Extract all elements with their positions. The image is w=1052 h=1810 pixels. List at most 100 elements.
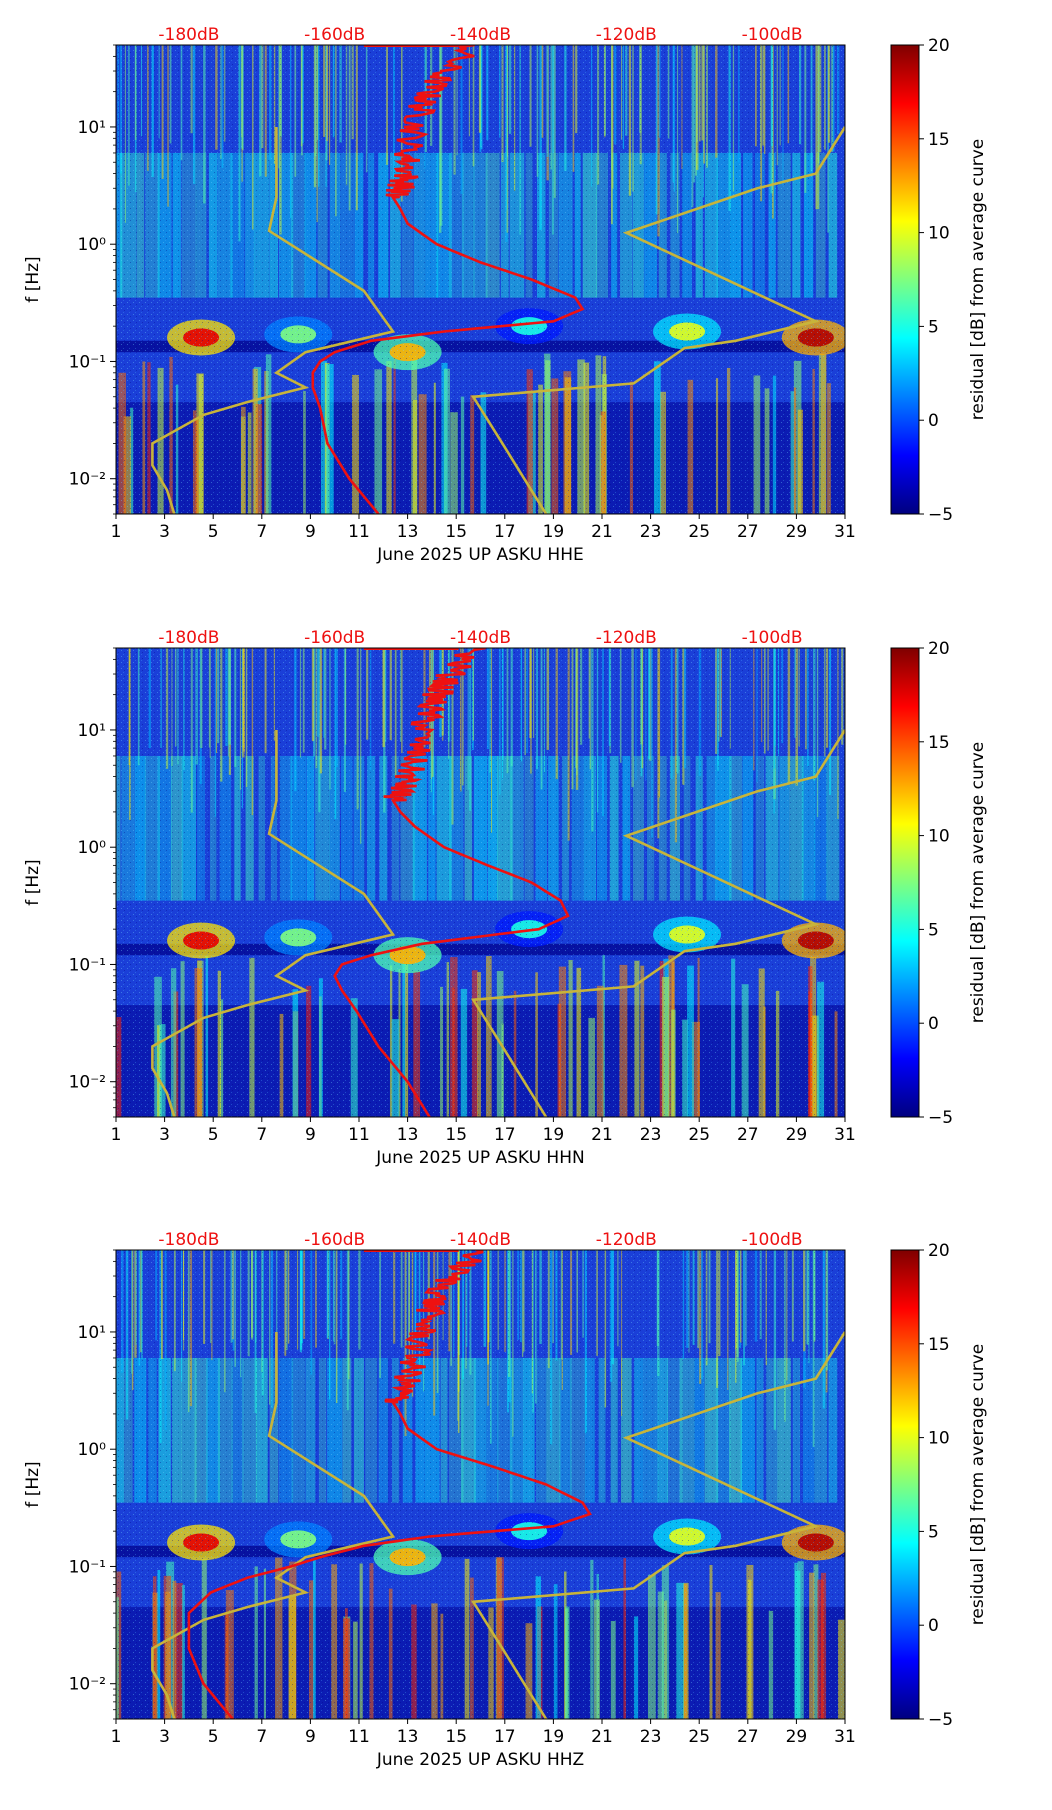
spectrogram-heatmap	[116, 1250, 845, 1719]
speckle-overlay	[116, 1250, 845, 1719]
colorbar-tick-label: 10	[928, 224, 950, 244]
x-tick-label: 29	[786, 1727, 808, 1747]
db-top-label: -180dB	[158, 628, 219, 648]
x-tick-label: 15	[445, 522, 467, 542]
colorbar-tick-label: 0	[928, 1616, 939, 1636]
spectrogram-heatmap	[116, 45, 845, 514]
x-tick-label: 5	[208, 1727, 219, 1747]
speckle-overlay	[116, 648, 845, 1117]
x-tick-label: 3	[159, 1125, 170, 1145]
psd-curve	[311, 45, 585, 514]
colorbar-gradient	[890, 1249, 920, 1720]
x-tick-label: 29	[786, 522, 808, 542]
model-curve-nlnm	[151, 127, 396, 514]
db-top-label: -180dB	[158, 25, 219, 45]
x-tick-label: 7	[256, 1727, 267, 1747]
x-tick-label: 13	[397, 522, 419, 542]
x-tick-label: 23	[640, 522, 662, 542]
x-tick-label: 27	[737, 1125, 759, 1145]
x-tick-label: 21	[591, 522, 613, 542]
model-curve-nhnm	[470, 126, 845, 514]
x-tick-label: 25	[688, 522, 710, 542]
x-tick-label: 19	[543, 1727, 565, 1747]
colorbar-tick-label: 5	[928, 1522, 939, 1542]
x-tick-label: 19	[543, 1125, 565, 1145]
y-tick-label: 10⁰	[78, 1440, 107, 1460]
x-tick-label: 21	[591, 1125, 613, 1145]
x-tick-label: 9	[305, 522, 316, 542]
db-top-label: -120dB	[596, 25, 657, 45]
colorbar-label: residual [dB] from average curve	[968, 742, 988, 1023]
model-curve-nlnm	[151, 730, 396, 1117]
x-tick-label: 19	[543, 522, 565, 542]
colorbar-gradient	[890, 44, 920, 515]
colorbar-tick-label: 20	[928, 639, 950, 659]
db-top-label: -120dB	[596, 1230, 657, 1250]
psd-curve	[333, 648, 570, 1117]
x-tick-label: 7	[256, 1125, 267, 1145]
colorbar-tick-label: 5	[928, 317, 939, 337]
y-tick-label: 10⁻²	[69, 1073, 106, 1093]
db-top-label: -120dB	[596, 628, 657, 648]
x-tick-label: 11	[348, 1727, 370, 1747]
y-axis-label: f [Hz]	[23, 1461, 43, 1507]
colorbar-tick-label: 20	[928, 1241, 950, 1261]
x-axis-label: June 2025 UP ASKU HHZ	[376, 1750, 584, 1770]
x-tick-label: 1	[111, 522, 122, 542]
spectrogram-heatmap	[116, 648, 845, 1117]
x-axis-label: June 2025 UP ASKU HHN	[375, 1148, 584, 1168]
y-tick-label: 10⁻¹	[69, 352, 106, 372]
colorbar: −5 0 5 10 15 20 residual [dB] from average cur…	[890, 1241, 988, 1730]
x-tick-label: 17	[494, 522, 516, 542]
x-tick-label: 1	[111, 1727, 122, 1747]
x-axis-label: June 2025 UP ASKU HHE	[376, 545, 583, 565]
x-tick-label: 13	[397, 1125, 419, 1145]
x-tick-label: 27	[737, 1727, 759, 1747]
db-top-label: -100dB	[742, 1230, 803, 1250]
x-tick-label: 31	[834, 522, 856, 542]
x-tick-label: 17	[494, 1727, 516, 1747]
y-tick-label: 10⁰	[78, 838, 107, 858]
x-tick-label: 9	[305, 1125, 316, 1145]
y-tick-label: 10⁻¹	[69, 1557, 106, 1577]
y-tick-label: 10¹	[78, 721, 106, 741]
x-tick-label: 3	[159, 522, 170, 542]
colorbar-tick-label: 0	[928, 1014, 939, 1034]
colorbar-tick-label: 15	[928, 1335, 950, 1355]
colorbar-tick-label: 5	[928, 920, 939, 940]
x-tick-label: 1	[111, 1125, 122, 1145]
db-top-label: -100dB	[742, 628, 803, 648]
colorbar-tick-label: 15	[928, 733, 950, 753]
y-tick-label: 10⁻²	[69, 470, 106, 490]
colorbar: −5 0 5 10 15 20 residual [dB] from average cur…	[890, 36, 988, 525]
y-axis-label: f [Hz]	[23, 256, 43, 302]
db-top-label: -140dB	[450, 25, 511, 45]
x-tick-label: 25	[688, 1125, 710, 1145]
x-tick-label: 27	[737, 522, 759, 542]
x-tick-label: 23	[640, 1727, 662, 1747]
y-axis-label: f [Hz]	[23, 859, 43, 905]
x-tick-label: 3	[159, 1727, 170, 1747]
colorbar-tick-label: 20	[928, 36, 950, 56]
y-tick-label: 10¹	[78, 118, 106, 138]
x-tick-label: 5	[208, 1125, 219, 1145]
colorbar-tick-label: 10	[928, 827, 950, 847]
colorbar-tick-label: 15	[928, 130, 950, 150]
x-tick-label: 31	[834, 1125, 856, 1145]
speckle-overlay	[116, 45, 845, 514]
colorbar-tick-label: −5	[928, 1108, 953, 1128]
colorbar-gradient	[890, 647, 920, 1118]
colorbar-tick-label: −5	[928, 505, 953, 525]
x-tick-label: 15	[445, 1727, 467, 1747]
x-tick-label: 23	[640, 1125, 662, 1145]
x-tick-label: 7	[256, 522, 267, 542]
colorbar-label: residual [dB] from average curve	[968, 1344, 988, 1625]
colorbar-tick-label: 10	[928, 1429, 950, 1449]
db-top-label: -140dB	[450, 628, 511, 648]
y-tick-label: 10⁻¹	[69, 955, 106, 975]
x-tick-label: 11	[348, 522, 370, 542]
y-tick-label: 10¹	[78, 1323, 106, 1343]
